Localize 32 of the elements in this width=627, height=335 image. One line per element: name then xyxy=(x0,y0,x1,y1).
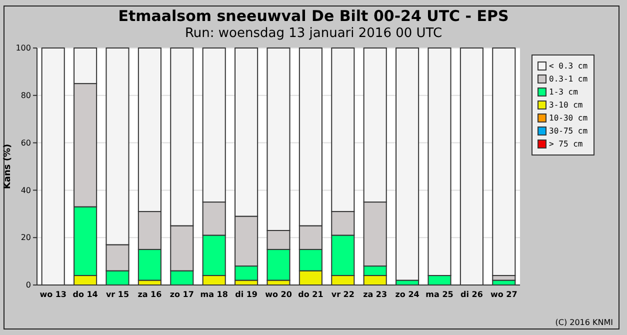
y-tick-label: 80 xyxy=(20,90,31,100)
x-tick-label: do 14 xyxy=(72,290,98,299)
legend-label: 1-3 cm xyxy=(549,88,578,97)
x-tick-label: wo 20 xyxy=(265,290,292,299)
legend-label: < 0.3 cm xyxy=(549,62,588,71)
x-tick-label: ma 18 xyxy=(200,290,228,299)
chart-subtitle: Run: woensdag 13 januari 2016 00 UTC xyxy=(184,26,442,41)
y-tick-label: 100 xyxy=(16,44,31,53)
x-tick-label: zo 17 xyxy=(170,290,194,299)
x-tick-label: wo 27 xyxy=(490,290,518,299)
x-tick-label: vr 22 xyxy=(331,290,354,299)
x-tick-label: ma 25 xyxy=(426,290,454,299)
legend-label: 0.3-1 cm xyxy=(549,74,588,84)
y-tick-label: 0 xyxy=(26,280,31,290)
legend-label: 3-10 cm xyxy=(549,100,583,110)
y-axis-title: Kans (%) xyxy=(3,144,13,190)
y-tick-label: 60 xyxy=(20,138,31,148)
x-tick-label: zo 24 xyxy=(395,290,420,299)
legend-label: 10-30 cm xyxy=(549,114,588,123)
y-tick-label: 20 xyxy=(20,233,31,242)
text: (C) 2016 KNMI xyxy=(555,318,613,327)
x-tick-label: di 19 xyxy=(235,290,258,299)
x-tick-label: vr 15 xyxy=(106,290,130,299)
legend-label: > 75 cm xyxy=(549,140,583,149)
chart-title: Etmaalsom sneeuwval De Bilt 00-24 UTC - EPS xyxy=(118,7,509,25)
x-tick-label: za 23 xyxy=(363,290,388,299)
x-tick-label: za 16 xyxy=(138,290,162,299)
x-tick-label: wo 13 xyxy=(40,290,67,299)
x-tick-label: di 26 xyxy=(460,290,484,299)
legend-label: 30-75 cm xyxy=(549,126,588,136)
x-tick-label: do 21 xyxy=(298,290,324,299)
y-tick-label: 40 xyxy=(20,186,31,195)
